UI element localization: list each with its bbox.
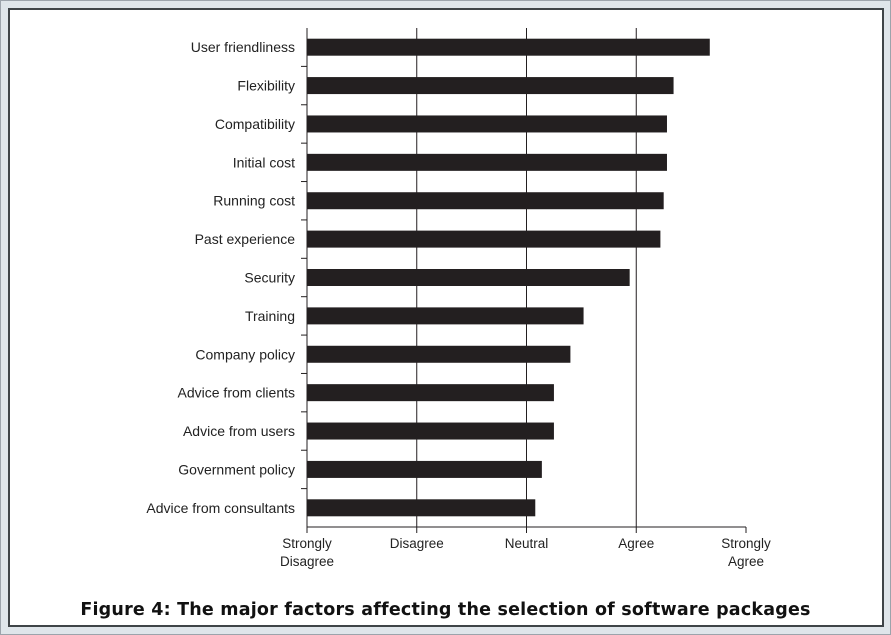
category-label: User friendliness	[191, 39, 295, 55]
bar-past-experience	[307, 230, 661, 248]
category-label: Flexibility	[237, 78, 295, 94]
bar-flexibility	[307, 77, 674, 95]
bar-user-friendliness	[307, 38, 710, 56]
bar-company-policy	[307, 345, 571, 363]
x-tick-label: Strongly Agree	[721, 536, 771, 569]
category-label: Advice from clients	[178, 385, 295, 401]
category-label: Company policy	[195, 346, 295, 362]
category-label: Advice from consultants	[146, 500, 295, 516]
bar-advice-from-clients	[307, 384, 554, 402]
category-label: Government policy	[178, 461, 295, 477]
category-label: Training	[245, 308, 295, 324]
category-label: Advice from users	[183, 423, 295, 439]
category-label: Security	[244, 270, 295, 286]
bar-advice-from-consultants	[307, 499, 536, 517]
bar-running-cost	[307, 192, 664, 210]
x-tick-label: Neutral	[505, 536, 549, 551]
bar-compatibility	[307, 115, 667, 133]
bar-government-policy	[307, 460, 542, 478]
bar-training	[307, 307, 584, 325]
bar-advice-from-users	[307, 422, 554, 440]
category-label: Past experience	[195, 231, 296, 247]
x-tick-label: Agree	[618, 536, 654, 551]
axes	[301, 28, 747, 533]
x-tick-label: Strongly Disagree	[280, 536, 334, 569]
category-label: Running cost	[213, 193, 295, 209]
x-tick-label: Disagree	[390, 536, 444, 551]
category-label: Compatibility	[215, 116, 295, 132]
category-labels: User friendliness Flexibility Compatibilit…	[146, 39, 295, 516]
figure-caption: Figure 4: The major factors affecting th…	[80, 600, 811, 620]
bar-initial-cost	[307, 153, 667, 171]
category-label: Initial cost	[233, 154, 295, 170]
x-tick-labels: Strongly Disagree Disagree Neutral Agree Stro…	[280, 536, 771, 569]
bars	[307, 38, 710, 517]
bar-security	[307, 269, 630, 286]
